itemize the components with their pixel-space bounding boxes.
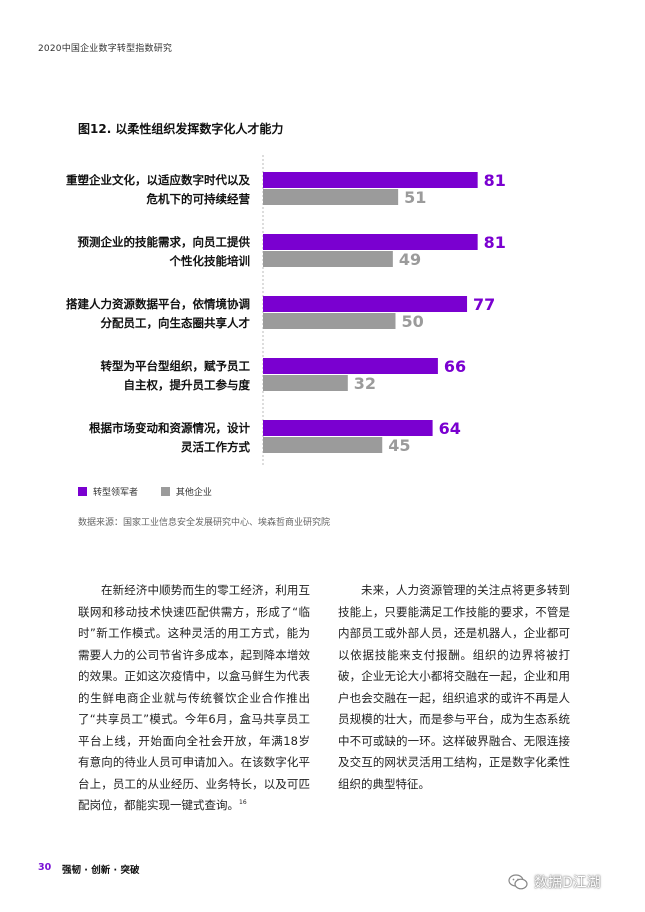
bar-leaders-3	[263, 358, 438, 374]
chart-legend: 转型领军者 其他企业	[78, 485, 232, 499]
bar-others-4	[263, 437, 383, 453]
category-label-line: 搭建人力资源数据平台，依情境协调	[66, 297, 250, 311]
category-label-line: 自主权，提升员工参与度	[123, 378, 251, 392]
legend-label-others: 其他企业	[175, 488, 212, 498]
legend-item-others: 其他企业	[160, 485, 212, 498]
category-label-3: 转型为平台型组织，赋予员工自主权，提升员工参与度	[0, 357, 251, 395]
data-label-leaders-2: 77	[473, 295, 495, 314]
legend-swatch-others	[160, 487, 170, 496]
category-label-line: 预测企业的技能需求，向员工提供	[77, 235, 251, 249]
category-label-line: 个性化技能培训	[169, 254, 251, 268]
category-label-line: 灵活工作方式	[181, 440, 250, 454]
bar-leaders-1	[263, 234, 478, 250]
data-label-others-1: 49	[399, 250, 421, 269]
footer-tagline: 强韧 · 创新 · 突破	[62, 865, 140, 876]
category-label-line: 重塑企业文化，以适应数字时代以及	[66, 173, 250, 187]
bar-leaders-2	[263, 296, 468, 312]
watermark: 数据D江湖	[508, 872, 601, 892]
category-label-line: 转型为平台型组织，赋予员工	[100, 359, 251, 373]
body-column-left: 在新经济中顺势而生的零工经济，利用互联网和移动技术快速匹配供需方，形成了“临时”…	[78, 580, 310, 817]
wechat-icon	[508, 874, 528, 890]
data-label-others-3: 32	[354, 374, 376, 393]
body-text-right: 未来，人力资源管理的关注点将更多转到技能上，只要能满足工作技能的要求，不管是内部…	[338, 583, 570, 791]
data-label-others-2: 50	[402, 312, 424, 331]
category-label-4: 根据市场变动和资源情况，设计灵活工作方式	[0, 419, 250, 457]
bar-leaders-4	[263, 420, 433, 436]
page-number: 30	[38, 862, 52, 873]
legend-swatch-leaders	[78, 487, 87, 496]
data-source: 数据来源：国家工业信息安全发展研究中心、埃森哲商业研究院	[78, 518, 331, 528]
body-column-right: 未来，人力资源管理的关注点将更多转到技能上，只要能满足工作技能的要求，不管是内部…	[338, 580, 570, 795]
footnote-ref: 16	[239, 799, 247, 807]
category-label-line: 危机下的可持续经营	[146, 192, 251, 206]
bar-others-2	[263, 313, 396, 329]
watermark-text: 数据D江湖	[534, 875, 601, 891]
body-text-left: 在新经济中顺势而生的零工经济，利用互联网和移动技术快速匹配供需方，形成了“临时”…	[78, 583, 310, 812]
bar-others-3	[263, 375, 348, 391]
data-label-others-0: 51	[404, 188, 426, 207]
category-label-2: 搭建人力资源数据平台，依情境协调分配员工，向生态圈共享人才	[0, 295, 250, 333]
data-label-leaders-1: 81	[484, 233, 506, 252]
bar-chart: 81 51 81 49 77 50 66 32 64 45	[262, 155, 506, 465]
data-label-others-4: 45	[388, 436, 410, 455]
running-header: 2020中国企业数字转型指数研究	[38, 44, 173, 54]
bar-others-1	[263, 251, 393, 267]
bar-leaders-0	[263, 172, 478, 188]
category-label-1: 预测企业的技能需求，向员工提供个性化技能培训	[0, 233, 251, 271]
bar-others-0	[263, 189, 399, 205]
data-label-leaders-3: 66	[444, 357, 466, 376]
figure-title: 图12. 以柔性组织发挥数字化人才能力	[78, 122, 284, 136]
category-label-line: 分配员工，向生态圈共享人才	[100, 316, 251, 330]
legend-label-leaders: 转型领军者	[93, 488, 139, 498]
data-label-leaders-4: 64	[439, 419, 461, 438]
data-label-leaders-0: 81	[484, 171, 506, 190]
category-label-0: 重塑企业文化，以适应数字时代以及危机下的可持续经营	[0, 171, 250, 209]
category-label-line: 根据市场变动和资源情况，设计	[89, 421, 250, 435]
legend-item-leaders: 转型领军者	[78, 485, 138, 498]
